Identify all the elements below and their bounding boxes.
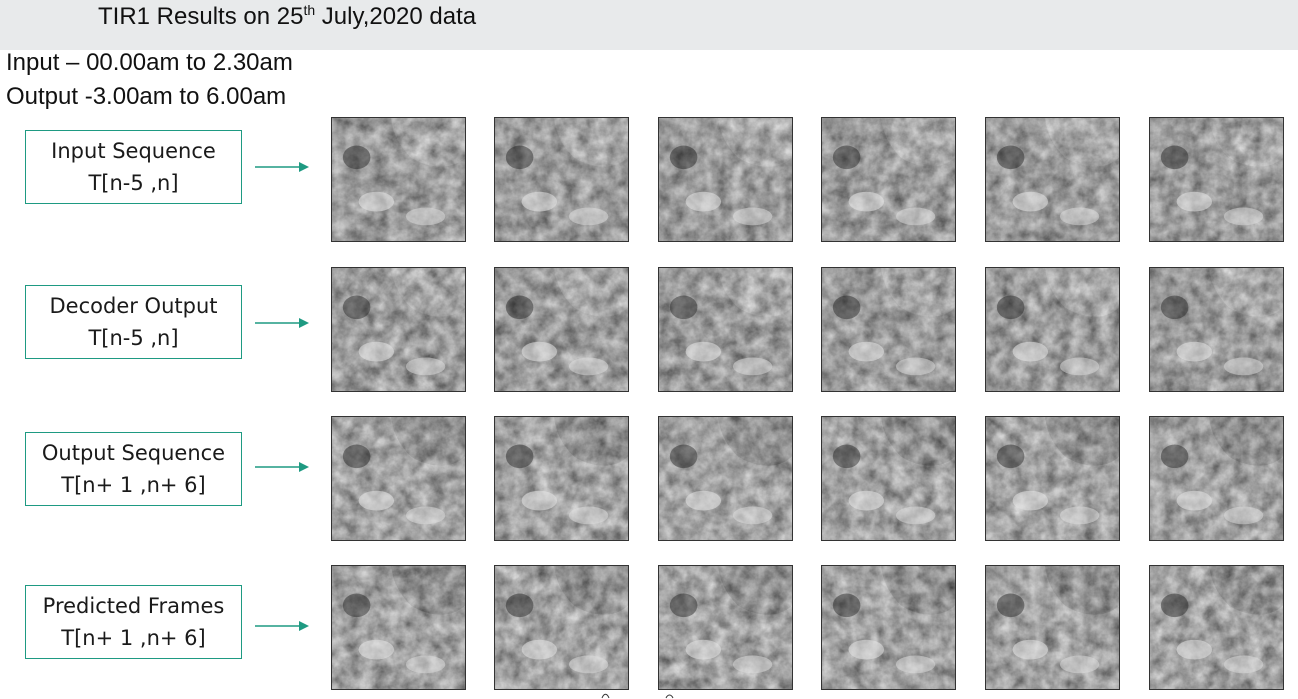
satellite-image [659, 118, 792, 241]
row-label-box: Output Sequence T[n+ 1 ,n+ 6] [25, 432, 242, 506]
input-frame-6 [1149, 117, 1284, 242]
predicted-frame-4 [821, 565, 956, 690]
output-frame-5 [985, 416, 1120, 541]
decoder-frame-4 [821, 267, 956, 392]
satellite-image [332, 118, 465, 241]
satellite-image [986, 566, 1119, 689]
satellite-image [495, 417, 628, 540]
satellite-image [822, 268, 955, 391]
row-label-title: Predicted Frames [42, 594, 225, 618]
title-bar: TIR1 Results on 25th July,2020 data [0, 0, 1298, 50]
output-frame-1 [331, 416, 466, 541]
row-label-range: T[n+ 1 ,n+ 6] [61, 473, 206, 497]
predicted-frame-3 [658, 565, 793, 690]
row-label-range: T[n-5 ,n] [88, 171, 179, 195]
decoder-frame-5 [985, 267, 1120, 392]
row-label-box: Predicted Frames T[n+ 1 ,n+ 6] [25, 585, 242, 659]
satellite-image [495, 566, 628, 689]
input-frame-4 [821, 117, 956, 242]
input-frame-5 [985, 117, 1120, 242]
row-label-title: Input Sequence [51, 139, 216, 163]
arrow-right-icon [255, 318, 309, 328]
arrow-right-icon [255, 462, 309, 472]
input-frame-2 [494, 117, 629, 242]
satellite-image [659, 268, 792, 391]
satellite-image [986, 417, 1119, 540]
input-time-range: Input – 00.00am to 2.30am [6, 49, 293, 76]
satellite-image [822, 417, 955, 540]
satellite-image [986, 118, 1119, 241]
predicted-frame-2 [494, 565, 629, 690]
satellite-image [986, 268, 1119, 391]
predicted-frame-5 [985, 565, 1120, 690]
output-frame-6 [1149, 416, 1284, 541]
satellite-image [332, 417, 465, 540]
satellite-image [332, 268, 465, 391]
input-frame-3 [658, 117, 793, 242]
output-frame-4 [821, 416, 956, 541]
title-superscript: th [303, 2, 316, 18]
row-label-range: T[n-5 ,n] [88, 326, 179, 350]
satellite-image [822, 118, 955, 241]
arrow-right-icon [255, 621, 309, 631]
output-time-range: Output -3.00am to 6.00am [6, 83, 287, 110]
decoder-frame-2 [494, 267, 629, 392]
satellite-image [1150, 268, 1283, 391]
predicted-frame-6 [1149, 565, 1284, 690]
row-label-box: Input Sequence T[n-5 ,n] [25, 130, 242, 204]
satellite-image [659, 417, 792, 540]
row-label-title: Decoder Output [49, 294, 218, 318]
satellite-image [1150, 417, 1283, 540]
satellite-image [495, 118, 628, 241]
satellite-image [1150, 118, 1283, 241]
row-label-box: Decoder Output T[n-5 ,n] [25, 285, 242, 359]
satellite-image [822, 566, 955, 689]
decoder-frame-1 [331, 267, 466, 392]
arrow-right-icon [255, 162, 309, 172]
output-frame-2 [494, 416, 629, 541]
satellite-image [1150, 566, 1283, 689]
page-title: TIR1 Results on 25th July,2020 data [98, 3, 476, 31]
footer-partial-mark [601, 693, 674, 699]
row-label-title: Output Sequence [41, 441, 226, 465]
satellite-image [659, 566, 792, 689]
predicted-frame-1 [331, 565, 466, 690]
row-label-range: T[n+ 1 ,n+ 6] [61, 626, 206, 650]
satellite-image [495, 268, 628, 391]
input-frame-1 [331, 117, 466, 242]
decoder-frame-6 [1149, 267, 1284, 392]
title-prefix: TIR1 Results on 25 [98, 3, 304, 30]
title-suffix: July,2020 data [315, 3, 477, 30]
decoder-frame-3 [658, 267, 793, 392]
satellite-image [332, 566, 465, 689]
output-frame-3 [658, 416, 793, 541]
